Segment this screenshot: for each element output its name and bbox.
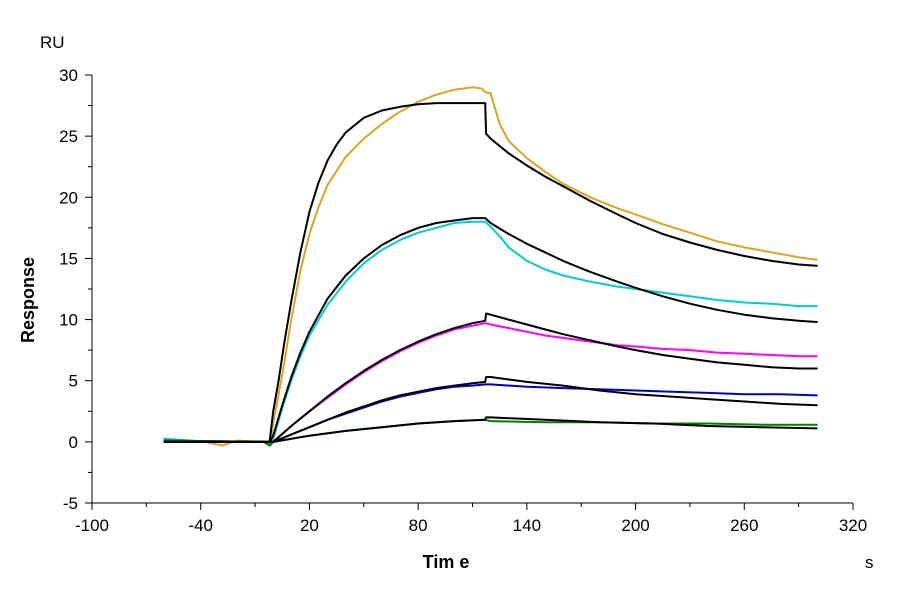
x-tick-label: 140 — [513, 516, 541, 535]
y-tick-label: 20 — [59, 188, 78, 207]
y-tick-label: 5 — [69, 372, 78, 391]
y-tick-label: 30 — [59, 66, 78, 85]
y-unit-label: RU — [40, 33, 65, 52]
series-layer — [163, 86, 818, 447]
fit-curve-8 — [163, 376, 818, 443]
x-tick-label: 80 — [409, 516, 428, 535]
fit-curve-7 — [163, 312, 818, 443]
measured-curve-3 — [163, 383, 818, 447]
x-tick-label: -40 — [188, 516, 213, 535]
fit-curve-9 — [163, 416, 818, 443]
x-tick-label: 320 — [839, 516, 867, 535]
fit-curve-5 — [163, 102, 818, 443]
fit-curve-6 — [163, 217, 818, 443]
y-tick-label: 15 — [59, 249, 78, 268]
y-ticks: -5 0 5 10 15 20 25 30 — [59, 66, 92, 513]
x-axis-title: Tim e — [423, 552, 470, 572]
y-tick-label: 10 — [59, 311, 78, 330]
x-tick-label: -100 — [75, 516, 109, 535]
x-unit-label: s — [865, 553, 874, 572]
measured-curve-1 — [163, 220, 818, 447]
axes — [91, 75, 853, 504]
x-tick-label: 260 — [730, 516, 758, 535]
y-tick-label: 0 — [69, 433, 78, 452]
y-axis-title: Response — [18, 257, 38, 343]
measured-curve-0 — [163, 86, 818, 447]
y-tick-label: 25 — [59, 127, 78, 146]
x-tick-label: 20 — [300, 516, 319, 535]
x-ticks: -100 -40 20 80 140 200 260 320 — [75, 503, 867, 535]
x-tick-label: 200 — [621, 516, 649, 535]
y-tick-label: -5 — [63, 494, 78, 513]
